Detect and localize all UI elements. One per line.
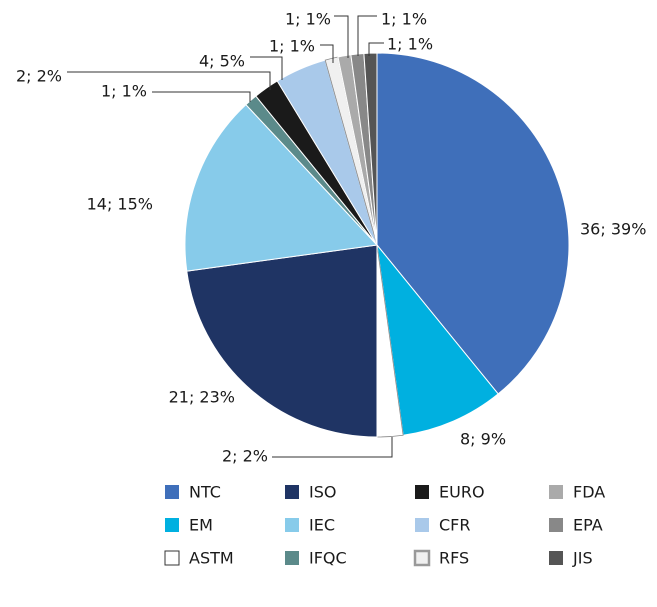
- leader-line: [320, 44, 334, 63]
- data-label: 1; 1%: [269, 37, 315, 56]
- legend-swatch: [549, 518, 563, 532]
- data-label: 1; 1%: [387, 35, 433, 54]
- legend-swatch: [165, 485, 179, 499]
- legend-swatch: [549, 485, 563, 499]
- legend-label: EM: [189, 516, 213, 535]
- legend-label: JIS: [572, 549, 593, 568]
- legend-label: EURO: [439, 483, 485, 502]
- pie-slice: [186, 244, 378, 438]
- leader-line: [250, 56, 283, 80]
- legend-swatch: [165, 518, 179, 532]
- legend-swatch: [415, 518, 429, 532]
- data-label: 2; 2%: [222, 447, 268, 466]
- data-label: 2; 2%: [16, 67, 62, 86]
- legend-label: FDA: [573, 483, 605, 502]
- legend-label: NTC: [189, 483, 221, 502]
- legend-swatch: [164, 550, 180, 566]
- pie-slice: [184, 103, 379, 272]
- leader-line: [357, 15, 377, 56]
- legend-swatch: [285, 485, 299, 499]
- legend-label: IEC: [309, 516, 335, 535]
- pie-slice: [363, 52, 378, 246]
- leader-line: [368, 42, 384, 56]
- leader-line: [334, 15, 349, 58]
- legend-swatch: [415, 485, 429, 499]
- legend-swatch: [285, 518, 299, 532]
- legend-label: RFS: [439, 549, 469, 568]
- data-label: 4; 5%: [199, 52, 245, 71]
- legend-label: IFQC: [309, 549, 347, 568]
- leader-line: [152, 91, 251, 102]
- pie-slice: [376, 52, 570, 395]
- leader-line: [67, 71, 271, 90]
- data-label: 1; 1%: [101, 82, 147, 101]
- legend-label: CFR: [439, 516, 471, 535]
- legend-label: EPA: [573, 516, 603, 535]
- pie-slice: [376, 243, 499, 436]
- legend-swatch: [549, 551, 563, 565]
- data-label: 8; 9%: [460, 430, 506, 449]
- legend-label: ASTM: [189, 549, 234, 568]
- legend-label: ISO: [309, 483, 336, 502]
- legend-swatch: [285, 551, 299, 565]
- data-label: 1; 1%: [381, 10, 427, 29]
- data-label: 14; 15%: [87, 195, 153, 214]
- leader-line: [272, 437, 393, 458]
- data-label: 36; 39%: [580, 220, 646, 239]
- data-label: 21; 23%: [169, 388, 235, 407]
- legend-swatch: [413, 549, 431, 567]
- data-label: 1; 1%: [285, 10, 331, 29]
